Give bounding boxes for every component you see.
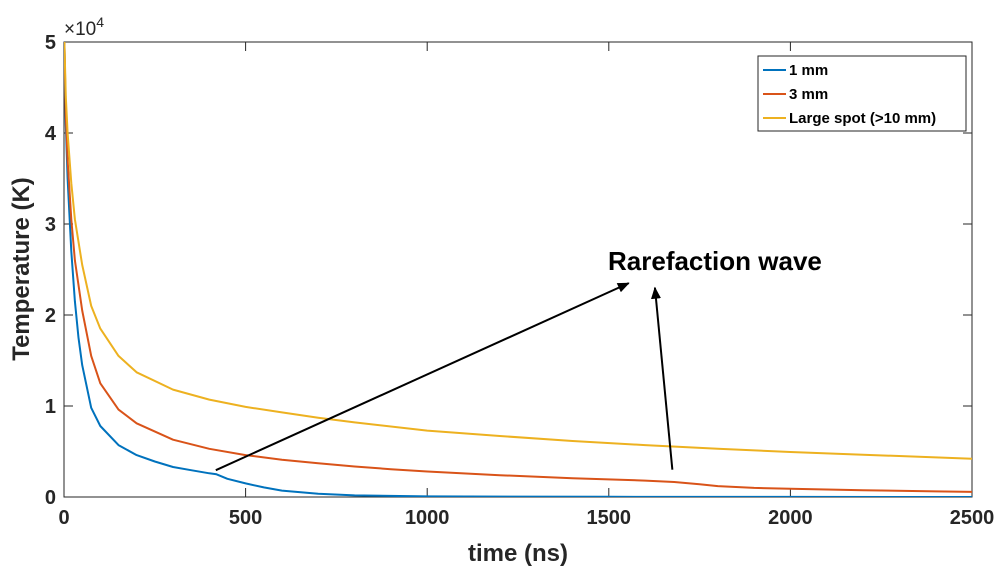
- annotation: Rarefaction wave: [215, 246, 822, 472]
- y-tick-label: 5: [45, 32, 56, 54]
- legend: 1 mm 3 mm Large spot (>10 mm): [757, 55, 967, 132]
- annotation-text: Rarefaction wave: [608, 246, 822, 276]
- x-tick-label: 2000: [768, 507, 813, 529]
- legend-label-1mm: 1 mm: [789, 62, 828, 79]
- series-line-1: [64, 42, 972, 493]
- x-tick-label: 1500: [587, 507, 632, 529]
- annotation-arrow-0: [215, 282, 630, 472]
- legend-box: [757, 55, 967, 132]
- series-line-0: [64, 42, 972, 497]
- y-tick-label: 0: [45, 487, 56, 509]
- x-tick-label: 0: [58, 507, 69, 529]
- x-axis-label: time (ns): [468, 540, 568, 567]
- legend-label-3mm: 3 mm: [789, 86, 828, 103]
- legend-label-large-spot: Large spot (>10 mm): [789, 110, 936, 127]
- y-axis-exponent: 4: [96, 14, 104, 30]
- y-axis-multiplier: ×104: [64, 14, 104, 40]
- x-tick-label: 500: [229, 507, 262, 529]
- y-tick-label: 3: [45, 214, 56, 236]
- x-tick-label: 2500: [950, 507, 995, 529]
- y-tick-label: 2: [45, 305, 56, 327]
- y-axis-label: Temperature (K): [8, 177, 35, 361]
- series-lines: [64, 42, 972, 497]
- axis-ticks: 0 500 1000 1500 2000 2500 0 1 2 3 4 5: [45, 32, 994, 529]
- annotation-arrow-1: [650, 286, 674, 470]
- y-tick-label: 4: [45, 123, 57, 145]
- x-tick-label: 1000: [405, 507, 450, 529]
- series-line-2: [64, 42, 972, 460]
- y-tick-label: 1: [45, 396, 56, 418]
